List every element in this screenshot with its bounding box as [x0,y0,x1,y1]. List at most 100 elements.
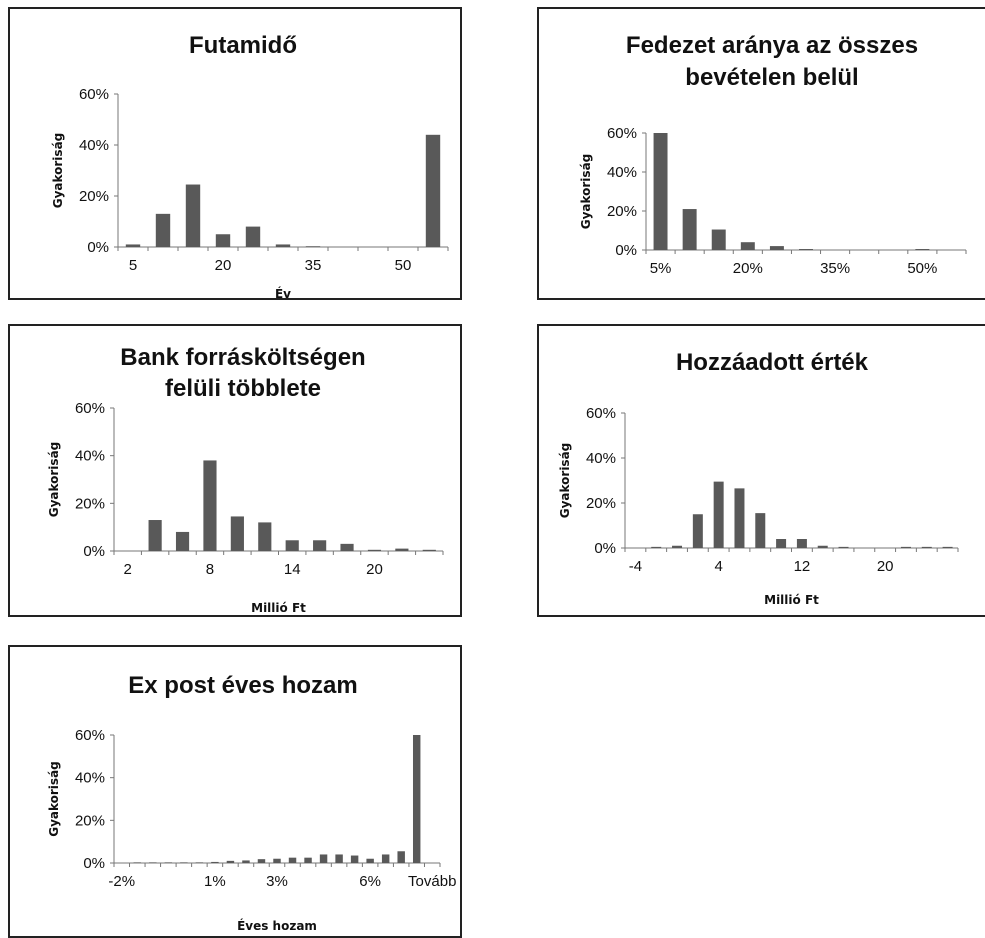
bar [740,242,755,250]
y-tick-label: 40% [607,164,637,181]
bar [653,133,668,250]
chart-title: Fedezet aránya az összes [626,32,918,59]
bar [755,513,766,548]
bar [692,514,703,548]
bar [203,460,217,551]
bar [395,548,409,551]
bar [397,851,405,863]
x-tick-label: Tovább [408,873,456,890]
chart-svg: Fedezet aránya az összes bevételen belül 0… [579,32,967,277]
chart-title: Ex post éves hozam [128,672,357,699]
y-tick-label: 40% [75,448,105,465]
y-tick-label: 0% [83,543,105,560]
x-tick-label: -2% [108,873,135,890]
y-tick-label: 0% [594,540,616,557]
bar [367,549,382,551]
y-tick-label: 20% [586,495,616,512]
x-tick-label: 20 [215,257,232,274]
chart-panel-hozzaadott: Hozzáadott érték 0% 20% 40% 60% Gyakoriság -4 4… [537,324,985,617]
x-tick-label: 20% [733,260,763,277]
bar [226,860,235,863]
x-tick-label: 3% [266,873,288,890]
bar [175,531,190,551]
x-tick-label: 12 [794,558,811,575]
bar [305,246,321,247]
bar [942,546,953,548]
bar [133,862,142,863]
y-tick-label: 20% [75,812,105,829]
bar [242,860,250,863]
bar [921,546,932,548]
bar [319,854,328,863]
bar [185,184,201,247]
bar [734,488,745,548]
y-tick-label: 60% [607,125,637,142]
y-axis-label: Gyakoriság [47,442,61,518]
chart-svg: Bank forrásköltségen felüli többlete 0% 20%… [47,344,444,615]
bar [149,862,157,863]
x-tick-label: 5% [650,260,672,277]
bar [195,862,204,863]
bar [412,735,421,863]
chart-svg: Hozzáadott érték 0% 20% 40% 60% Gyakoriság -4 4… [558,349,959,607]
y-tick-label: 20% [75,495,105,512]
x-axis-label: Éves hozam [237,918,317,933]
bar [381,854,390,863]
x-tick-label: 50% [907,260,937,277]
y-axis-label: Gyakoriság [558,443,572,519]
bar [230,516,244,551]
bar [215,234,231,247]
bar [288,857,297,863]
x-tick-label: 14 [284,561,301,578]
y-axis-label: Gyakoriság [579,154,593,230]
x-axis-label: Év [275,286,291,298]
x-tick-label: 35 [305,257,322,274]
y-axis-label: Gyakoriság [51,133,65,209]
bar [211,861,219,863]
bar [148,520,162,551]
x-tick-label: 20 [366,561,383,578]
chart-panel-bank: Bank forrásköltségen felüli többlete 0% 20%… [8,324,462,617]
y-tick-label: 40% [75,770,105,787]
bar [335,854,343,863]
bar [838,546,849,548]
x-tick-label: -4 [629,558,642,575]
y-tick-label: 0% [87,239,109,256]
y-tick-label: 40% [586,450,616,467]
x-axis-label: Millió Ft [251,601,306,615]
x-tick-label: 6% [359,873,381,890]
y-tick-label: 0% [615,242,637,259]
bar [769,246,784,250]
bar [304,857,312,863]
bar [340,543,354,551]
y-tick-label: 60% [75,400,105,417]
bar [682,209,697,250]
bar [245,226,261,247]
y-axis-label: Gyakoriság [47,761,61,837]
x-tick-label: 50 [395,257,412,274]
x-tick-label: 5 [129,257,137,274]
bar [125,244,141,247]
y-tick-label: 60% [586,405,616,422]
bar [275,244,291,247]
bar [817,545,828,548]
bar [799,249,813,250]
x-tick-label: 20 [877,558,894,575]
bar [915,249,930,250]
chart-title: Bank forrásköltségen [120,344,365,371]
x-tick-label: 8 [206,561,214,578]
bar [366,858,374,863]
bar [651,546,662,548]
chart-title: Futamidő [189,32,297,59]
chart-svg: Futamidő 0% 20% 40% 60% Gyakoriság 5 20 35 50 Év [51,32,449,298]
bar [796,539,807,548]
bar [713,481,724,548]
bar [257,859,266,863]
y-tick-label: 20% [607,203,637,220]
bar [313,540,327,551]
chart-panel-futamido: Futamidő 0% 20% 40% 60% Gyakoriság 5 20 35 50 Év [8,7,462,300]
y-tick-label: 0% [83,855,105,872]
chart-title: bevételen belül [685,64,858,91]
y-tick-label: 40% [79,137,109,154]
bar [164,862,173,863]
